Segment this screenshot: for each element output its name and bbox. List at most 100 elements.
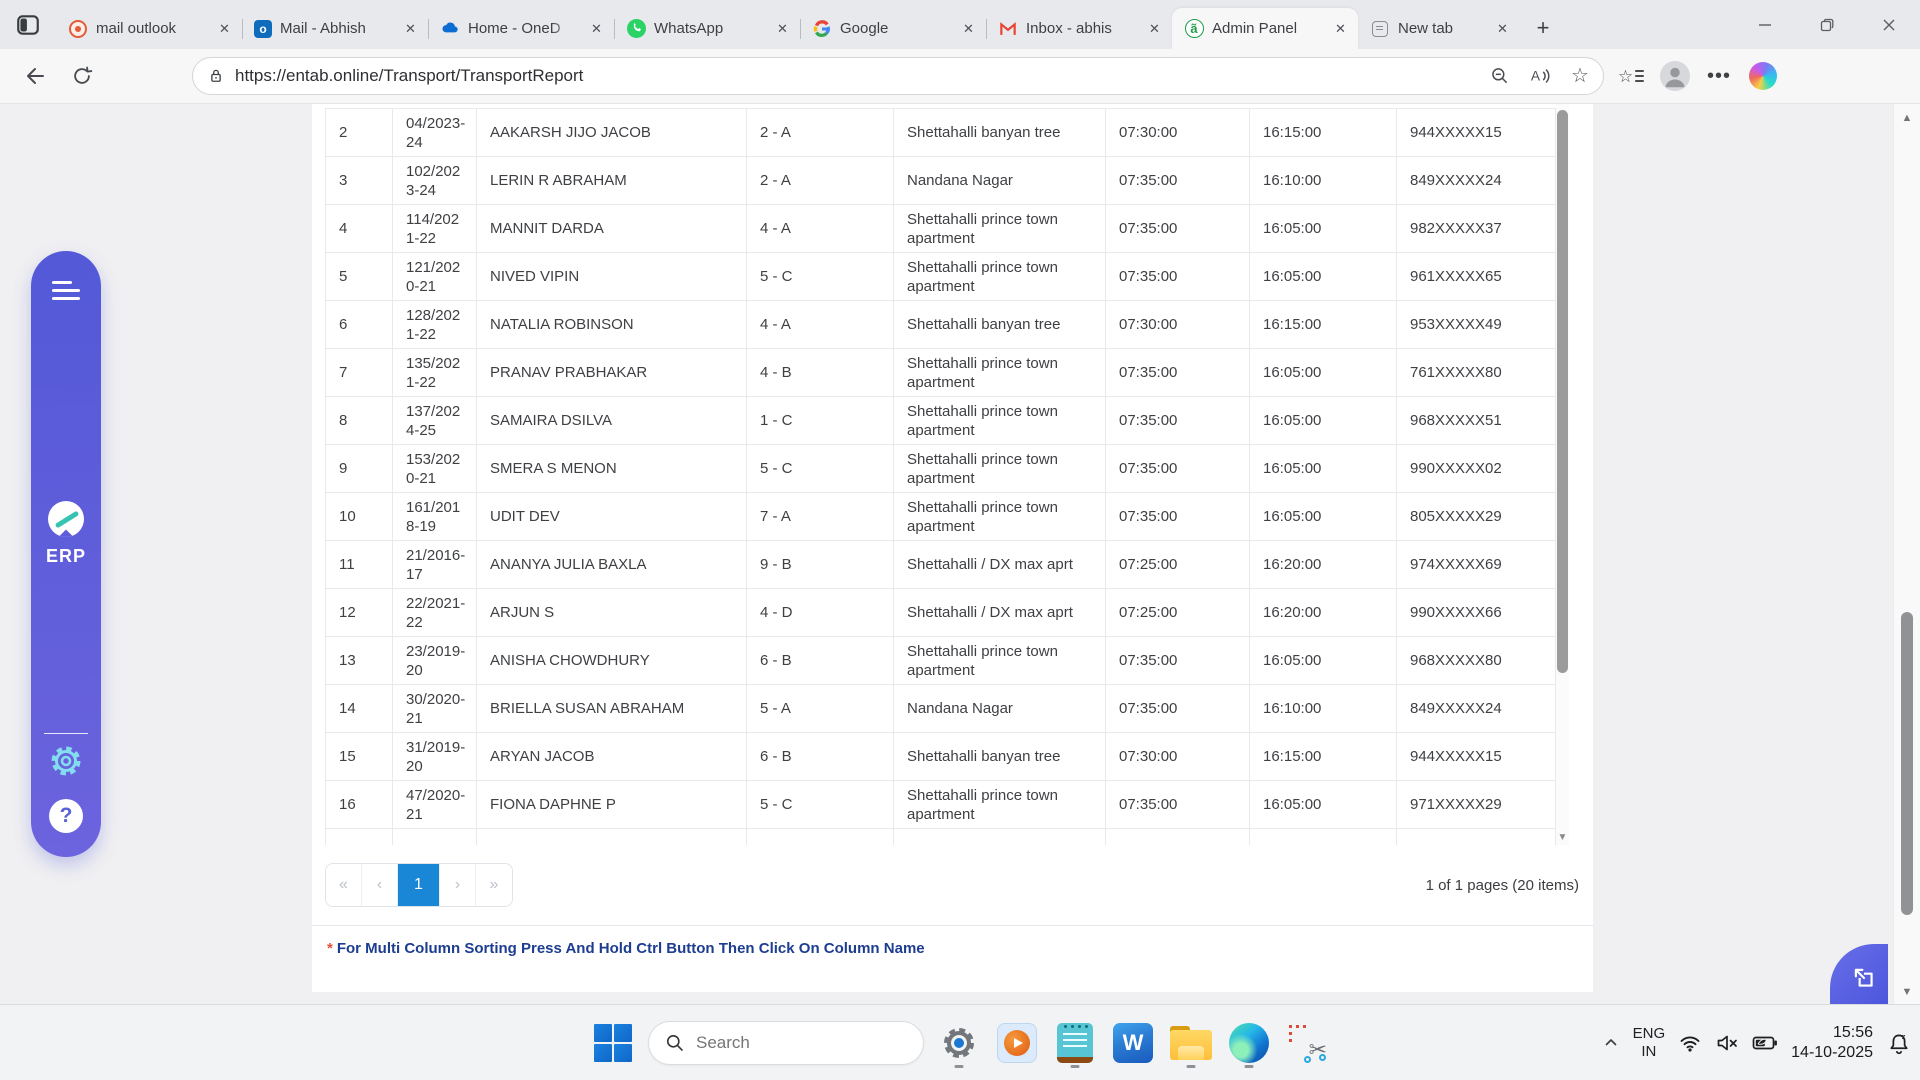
close-tab-icon[interactable]: ✕ — [405, 20, 416, 36]
scroll-down-icon[interactable]: ▼ — [1901, 986, 1913, 998]
cell-stop: Shettahalli prince town apartment — [893, 492, 1106, 541]
newtab-icon — [1370, 19, 1390, 39]
close-tab-icon[interactable]: ✕ — [1497, 20, 1508, 36]
table-scrollbar[interactable]: ▼ — [1556, 104, 1569, 845]
tab-whatsapp[interactable]: WhatsApp ✕ — [614, 8, 800, 49]
close-tab-icon[interactable]: ✕ — [963, 20, 974, 36]
cell-student-name: SMERA S MENON — [476, 444, 747, 493]
minimize-button[interactable] — [1734, 0, 1796, 49]
cell-class: 4 - A — [746, 300, 894, 349]
close-tab-icon[interactable]: ✕ — [1149, 20, 1160, 36]
back-icon[interactable] — [16, 58, 52, 94]
close-tab-icon[interactable]: ✕ — [591, 20, 602, 36]
report-table-container[interactable]: 2 04/2023-24 AAKARSH JIJO JACOB 2 - A Sh… — [325, 104, 1569, 845]
cell-admission-no: 47/2020-21 — [392, 780, 477, 829]
taskbar-clock[interactable]: 15:56 14-10-2025 — [1791, 1023, 1873, 1063]
refresh-icon[interactable] — [64, 58, 100, 94]
taskbar-settings[interactable] — [936, 1015, 982, 1071]
scroll-up-icon[interactable]: ▲ — [1901, 112, 1913, 124]
url-input[interactable] — [235, 66, 1475, 86]
start-button[interactable] — [590, 1015, 636, 1071]
address-bar[interactable]: A ☆ — [192, 57, 1604, 95]
cell-sno: 12 — [325, 588, 393, 637]
favorites-hub-icon[interactable]: ☆ — [1614, 59, 1648, 93]
taskbar-search[interactable] — [648, 1020, 924, 1065]
cell-sno: 11 — [325, 540, 393, 589]
cell-student-name: PRANAV PRABHAKAR — [476, 348, 747, 397]
cell-pickup-time — [1105, 828, 1250, 845]
erp-logo-block[interactable]: ERP — [31, 501, 101, 567]
notification-bell-icon[interactable]: z — [1886, 1030, 1912, 1056]
restore-button[interactable] — [1796, 0, 1858, 49]
next-page-button[interactable]: › — [440, 864, 476, 906]
zoom-out-icon[interactable] — [1485, 61, 1515, 91]
cell-phone: 961XXXXX65 — [1396, 252, 1556, 301]
first-page-button[interactable]: « — [326, 864, 362, 906]
volume-mute-icon[interactable] — [1715, 1031, 1739, 1055]
taskbar-snipping-tool[interactable]: ✂ — [1284, 1015, 1330, 1071]
media-player-icon — [997, 1022, 1037, 1063]
google-icon — [812, 19, 832, 39]
tab-google[interactable]: Google ✕ — [800, 8, 986, 49]
tab-mail-abhish[interactable]: o Mail - Abhish ✕ — [242, 8, 428, 49]
language-line2: IN — [1641, 1042, 1657, 1060]
cell-drop-time: 16:15:00 — [1249, 108, 1397, 157]
copilot-icon[interactable] — [1746, 59, 1780, 93]
search-input[interactable] — [696, 1032, 876, 1053]
cell-sno: 9 — [325, 444, 393, 493]
settings-gear-icon — [939, 1023, 979, 1063]
battery-saver-icon[interactable] — [1752, 1031, 1778, 1055]
profile-avatar[interactable] — [1658, 59, 1692, 93]
taskbar-file-explorer[interactable] — [1168, 1015, 1214, 1071]
cell-admission-no: 30/2020-21 — [392, 684, 477, 733]
cell-class: 9 - B — [746, 540, 894, 589]
tab-label: Google — [840, 20, 889, 37]
cell-phone: 974XXXXX69 — [1396, 540, 1556, 589]
language-indicator[interactable]: ENG IN — [1633, 1025, 1666, 1061]
cell-stop: Shettahalli prince town apartment — [893, 396, 1106, 445]
page-scrollbar[interactable]: ▲ ▼ — [1893, 104, 1920, 1004]
previous-page-button[interactable]: ‹ — [362, 864, 398, 906]
table-scroll-down-icon[interactable]: ▼ — [1557, 832, 1568, 843]
help-icon[interactable]: ? — [49, 799, 83, 833]
hamburger-menu-icon[interactable] — [52, 281, 80, 300]
table-row: 5 121/2020-21 NIVED VIPIN 5 - C Shettaha… — [325, 252, 1556, 301]
taskbar-notepad[interactable] — [1052, 1015, 1098, 1071]
tab-inbox-gmail[interactable]: Inbox - abhis ✕ — [986, 8, 1172, 49]
wifi-icon[interactable] — [1678, 1031, 1702, 1055]
tab-actions-menu-icon[interactable] — [13, 10, 43, 40]
cell-student-name: ANANYA JULIA BAXLA — [476, 540, 747, 589]
close-tab-icon[interactable]: ✕ — [1335, 20, 1346, 36]
tray-chevron-up-icon[interactable] — [1602, 1034, 1620, 1052]
close-tab-icon[interactable]: ✕ — [219, 20, 230, 36]
cell-student-name: NIVED VIPIN — [476, 252, 747, 301]
svg-text:A: A — [1531, 69, 1541, 84]
page-scrollbar-thumb[interactable] — [1901, 612, 1913, 915]
open-external-button[interactable] — [1830, 944, 1888, 1004]
cell-class: 5 - C — [746, 252, 894, 301]
cell-drop-time: 16:05:00 — [1249, 780, 1397, 829]
cell-sno: 5 — [325, 252, 393, 301]
settings-gear-icon[interactable] — [48, 743, 84, 779]
close-window-button[interactable] — [1858, 0, 1920, 49]
table-scrollbar-thumb[interactable] — [1557, 110, 1568, 673]
favorite-star-icon[interactable]: ☆ — [1571, 65, 1589, 87]
taskbar-word[interactable]: W — [1110, 1015, 1156, 1071]
new-tab-button[interactable]: + — [1536, 15, 1550, 40]
taskbar-edge[interactable] — [1226, 1015, 1272, 1071]
note-text: For Multi Column Sorting Press And Hold … — [336, 940, 925, 957]
tab-new-tab[interactable]: New tab ✕ — [1358, 8, 1520, 49]
page-1-button[interactable]: 1 — [398, 864, 440, 906]
cell-class: 5 - C — [746, 444, 894, 493]
read-aloud-icon[interactable]: A — [1525, 61, 1555, 91]
taskbar-media-player[interactable] — [994, 1015, 1040, 1071]
table-row: 12 22/2021-22 ARJUN S 4 - D Shettahalli … — [325, 588, 1556, 637]
tab-mail-outlook[interactable]: mail outlook ✕ — [56, 8, 242, 49]
tab-home-onedrive[interactable]: Home - OneD ✕ — [428, 8, 614, 49]
tab-admin-panel-active[interactable]: ã Admin Panel ✕ — [1172, 8, 1358, 49]
last-page-button[interactable]: » — [476, 864, 512, 906]
browser-menu-icon[interactable]: ••• — [1706, 64, 1731, 87]
cell-student-name: BRIELLA SUSAN ABRAHAM — [476, 684, 747, 733]
close-tab-icon[interactable]: ✕ — [777, 20, 788, 36]
